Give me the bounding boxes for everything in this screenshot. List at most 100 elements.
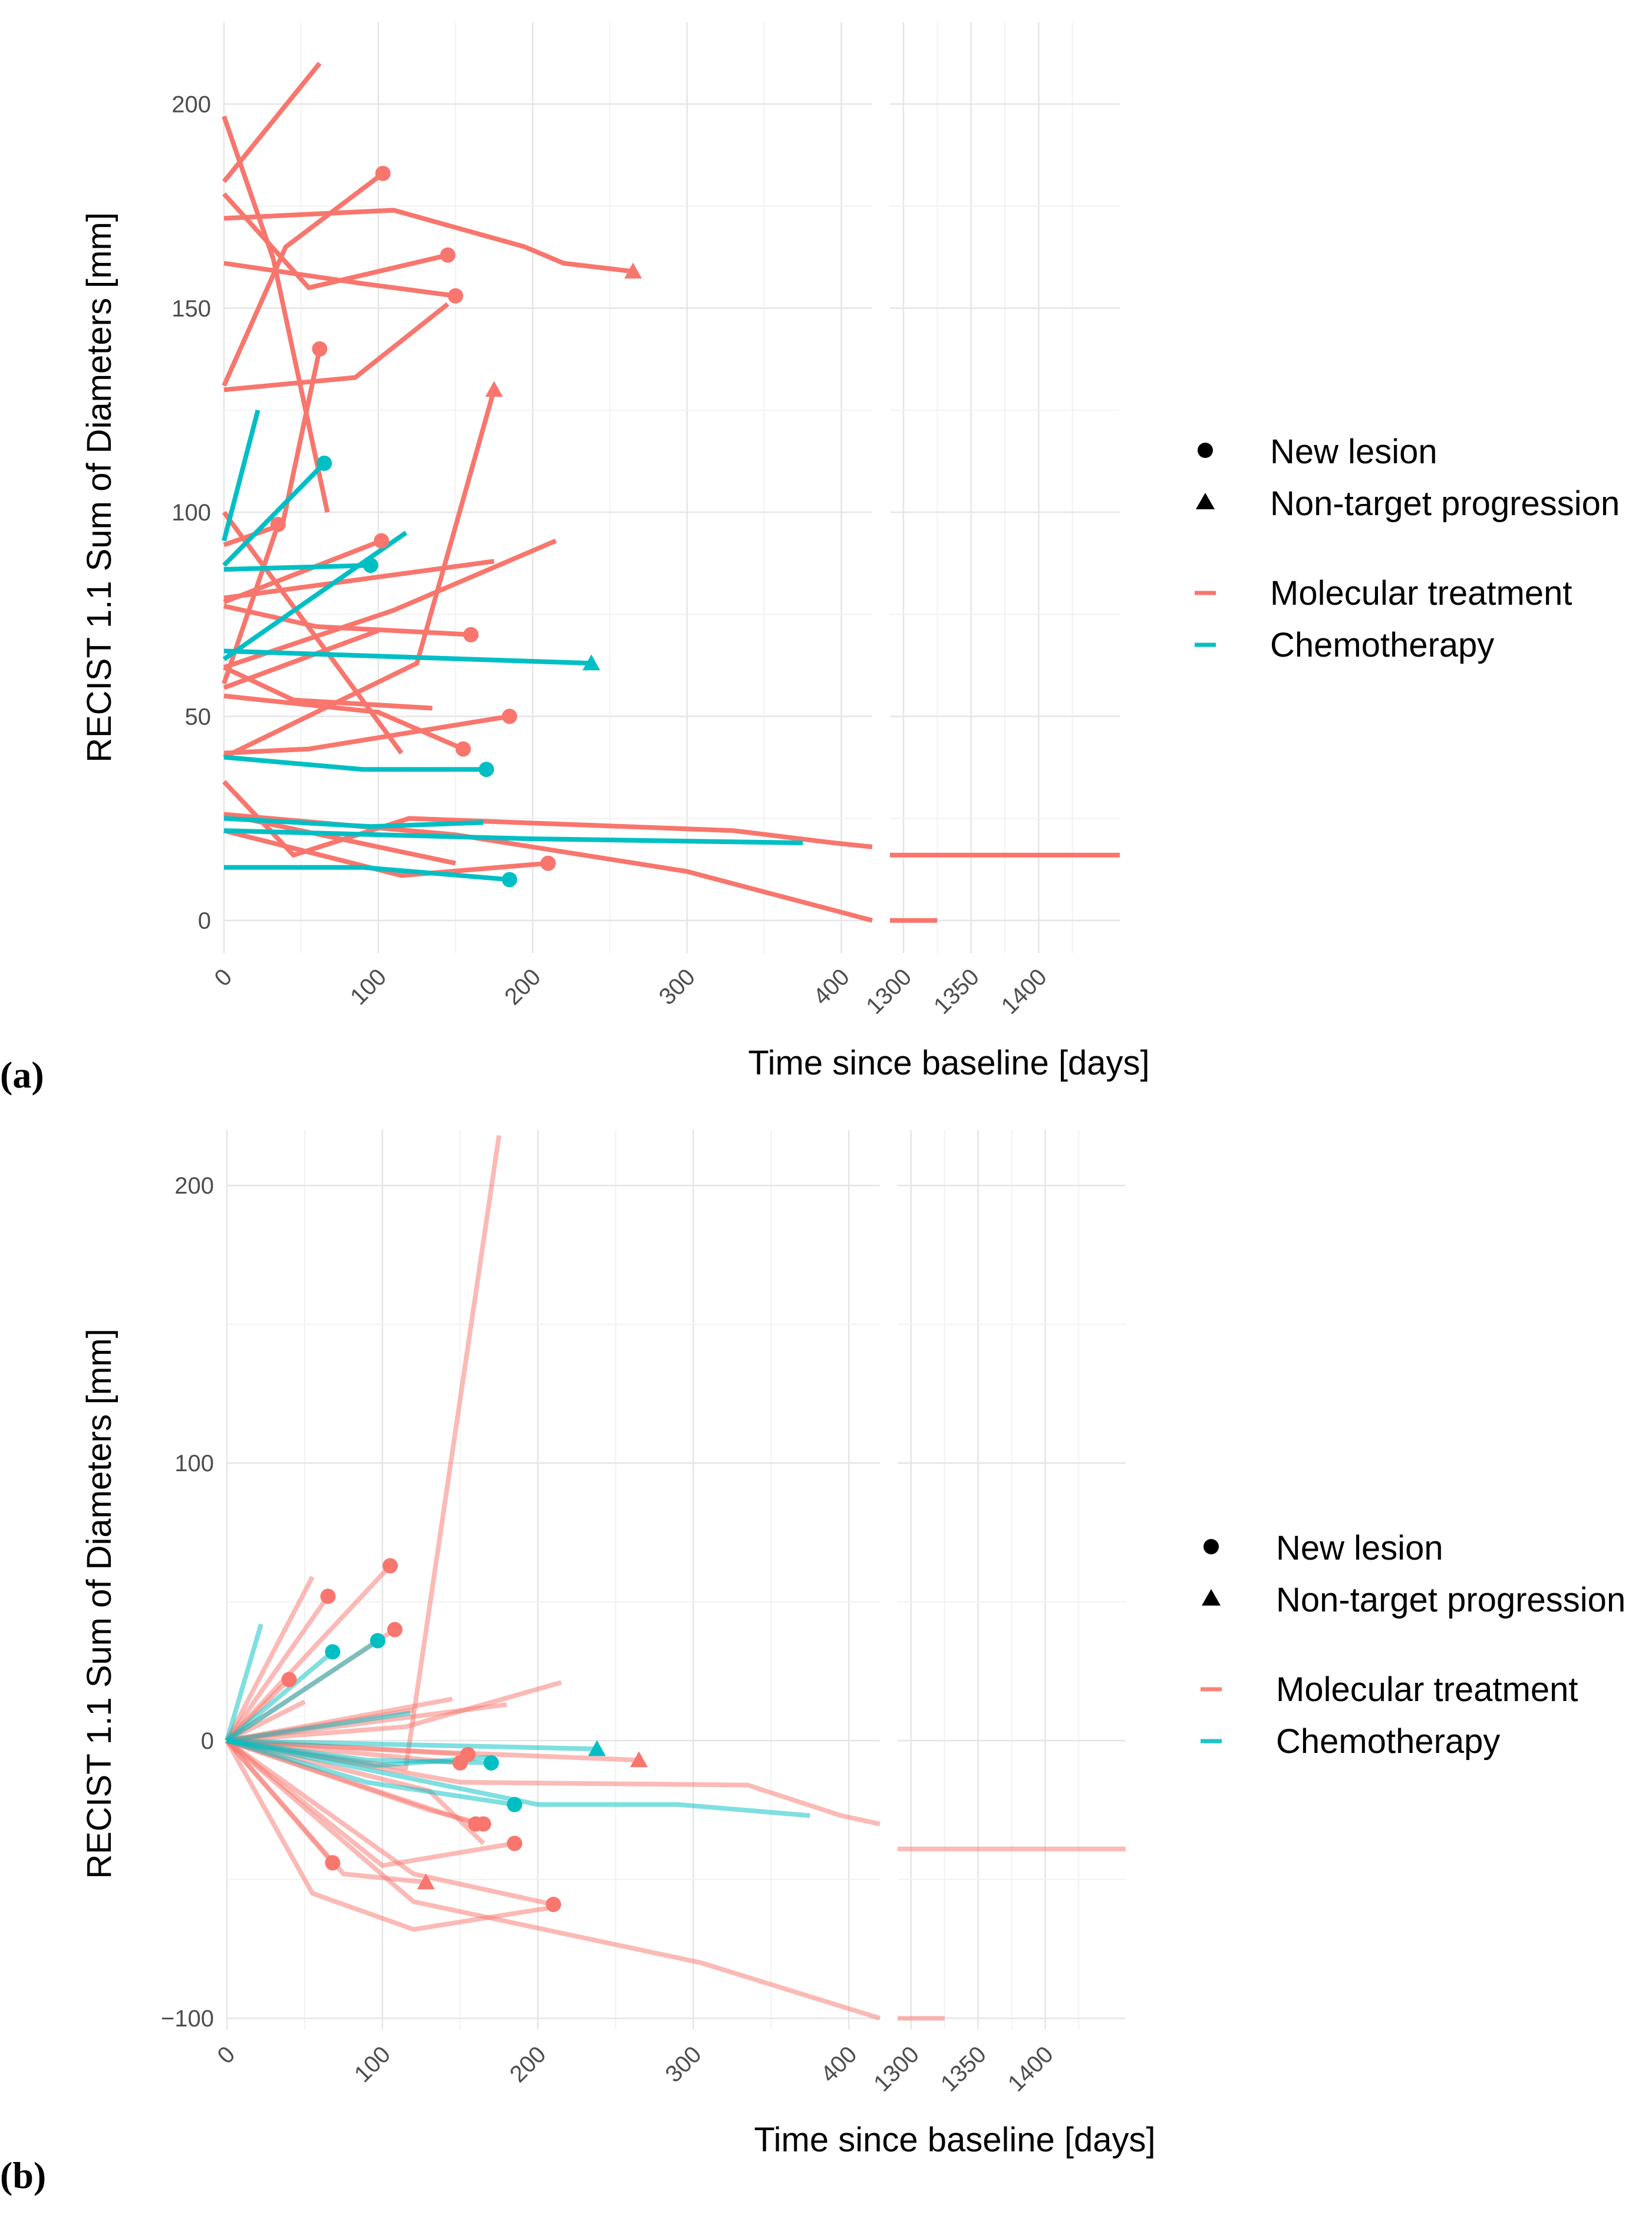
series-line <box>223 714 510 756</box>
series-line <box>222 192 449 291</box>
series-line <box>226 1738 515 1807</box>
new-lesion-marker <box>362 558 378 574</box>
new-lesion-marker <box>507 1797 523 1812</box>
x-tick-label: 100 <box>349 2041 395 2087</box>
new-lesion-marker <box>479 762 494 777</box>
x-tick-label: 300 <box>654 964 700 1010</box>
series-line <box>223 816 484 829</box>
series-line <box>223 538 557 670</box>
y-tick-label: 0 <box>201 1728 214 1754</box>
series-line <box>225 1739 427 1885</box>
x-tick-label: 1400 <box>1003 2041 1059 2097</box>
series-line <box>222 172 385 387</box>
series-line <box>226 1738 881 1827</box>
non-target-progression-marker <box>588 1740 606 1756</box>
series-line <box>225 1639 380 1743</box>
legend: New lesion Non-target progression Molecula… <box>1195 433 1620 664</box>
series-line <box>226 1135 502 1771</box>
new-lesion-marker <box>281 1672 297 1688</box>
series-line <box>222 510 404 755</box>
x-tick-label: 200 <box>500 964 546 1010</box>
series-line <box>223 559 494 601</box>
x-tick-label: 400 <box>809 964 855 1010</box>
series-line <box>223 828 549 878</box>
series-line <box>223 604 471 637</box>
legend-label: New lesion <box>1276 1529 1443 1567</box>
x-axis-title: Time since baseline [days] <box>754 2121 1155 2159</box>
legend-label: Non-target progression <box>1276 1581 1625 1619</box>
x-axis-title: Time since baseline [days] <box>748 1044 1149 1082</box>
new-lesion-marker <box>270 516 286 532</box>
non-target-progression-marker <box>485 381 503 397</box>
new-lesion-marker <box>370 1633 385 1649</box>
series-line <box>223 828 803 845</box>
new-lesion-marker <box>468 1816 484 1832</box>
y-tick-label: 100 <box>174 1451 214 1477</box>
legend-label: Chemotherapy <box>1270 626 1494 664</box>
new-lesion-marker <box>502 872 517 888</box>
panel-label: (a) <box>0 1054 44 1096</box>
legend-non-target-progression-icon <box>1202 1589 1221 1606</box>
x-tick-label: 300 <box>660 2041 706 2087</box>
new-lesion-marker <box>452 1755 468 1771</box>
series-line <box>223 563 371 572</box>
new-lesion-marker <box>325 1855 341 1871</box>
non-target-progression-marker <box>417 1873 435 1890</box>
series-line <box>225 1738 554 1907</box>
series-line <box>225 1576 315 1742</box>
x-tick-label: 100 <box>345 964 391 1010</box>
new-lesion-marker <box>325 1644 341 1660</box>
series-line <box>225 1650 334 1743</box>
new-lesion-marker <box>463 627 479 642</box>
series-line <box>223 648 592 666</box>
y-tick-label: −100 <box>161 2006 214 2032</box>
y-tick-label: 200 <box>172 92 211 118</box>
series-line <box>223 302 450 393</box>
non-target-progression-marker <box>624 262 642 279</box>
new-lesion-marker <box>502 708 517 724</box>
new-lesion-marker <box>483 1755 499 1771</box>
series-line <box>224 865 510 882</box>
series-line <box>226 1738 597 1752</box>
series-line <box>222 462 327 567</box>
series-line <box>222 115 330 513</box>
new-lesion-marker <box>312 341 328 357</box>
new-lesion-marker <box>455 741 471 757</box>
series-line <box>223 538 383 605</box>
x-tick-label: 1350 <box>936 2041 991 2097</box>
new-lesion-marker <box>440 247 456 263</box>
x-tick-label: 1400 <box>997 964 1052 1019</box>
legend-label: Non-target progression <box>1270 485 1620 523</box>
series-line <box>223 389 497 760</box>
new-lesion-marker <box>507 1835 523 1851</box>
x-tick-label: 0 <box>210 964 238 991</box>
new-lesion-marker <box>316 455 332 471</box>
new-lesion-marker <box>383 1558 398 1574</box>
series-line <box>226 1738 810 1818</box>
panel-b: −100 0 100 200 0 100 200 300 400 1300 1350 1400 Time… <box>0 1130 1625 2196</box>
new-lesion-marker <box>540 855 556 871</box>
x-tick-label: 400 <box>816 2041 862 2087</box>
y-tick-label: 200 <box>174 1173 214 1199</box>
series-line <box>222 530 408 661</box>
new-lesion-marker <box>546 1897 561 1913</box>
y-axis-title: RECIST 1.1 Sum of Diameters [mm] <box>80 212 118 763</box>
series-line <box>225 1623 263 1742</box>
series-line <box>222 409 261 542</box>
y-tick-label: 100 <box>172 500 211 526</box>
new-lesion-marker <box>320 1588 336 1604</box>
non-target-progression-marker <box>630 1751 648 1768</box>
legend-non-target-progression-icon <box>1196 493 1215 509</box>
series-line <box>225 1595 330 1742</box>
x-tick-label: 1300 <box>869 2041 924 2097</box>
legend-label: New lesion <box>1270 433 1437 471</box>
legend: New lesion Non-target progression Molecula… <box>1201 1529 1625 1761</box>
series-line <box>223 754 487 772</box>
series-line <box>226 1711 411 1744</box>
y-tick-label: 50 <box>185 704 212 730</box>
series-line <box>223 693 464 752</box>
x-tick-label: 200 <box>505 2041 551 2087</box>
y-tick-label: 150 <box>172 296 211 322</box>
new-lesion-marker <box>374 533 390 549</box>
y-tick-label: 0 <box>198 908 211 934</box>
